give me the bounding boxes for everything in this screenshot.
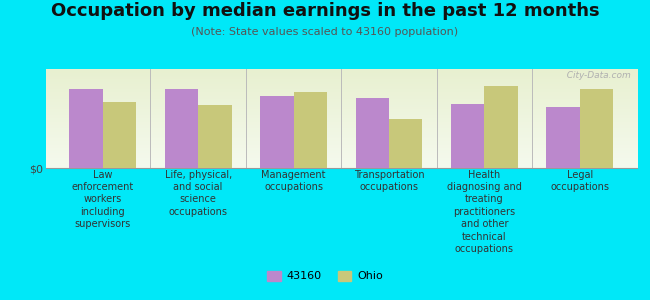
Bar — [164, 89, 198, 168]
Bar — [356, 98, 389, 168]
Text: City-Data.com: City-Data.com — [562, 71, 631, 80]
Text: Occupation by median earnings in the past 12 months: Occupation by median earnings in the pas… — [51, 2, 599, 20]
Text: Transportation
occupations: Transportation occupations — [354, 169, 424, 192]
Text: Life, physical,
and social
science
occupations: Life, physical, and social science occup… — [164, 169, 232, 217]
Text: Legal
occupations: Legal occupations — [551, 169, 609, 192]
Text: Health
diagnosing and
treating
practitioners
and other
technical
occupations: Health diagnosing and treating practitio… — [447, 169, 522, 254]
Bar — [547, 107, 580, 168]
Bar — [260, 96, 294, 168]
Legend: 43160, Ohio: 43160, Ohio — [263, 266, 387, 286]
Bar — [198, 105, 231, 168]
Bar — [580, 89, 613, 168]
Text: Law
enforcement
workers
including
supervisors: Law enforcement workers including superv… — [72, 169, 134, 229]
Bar — [389, 119, 422, 168]
Text: Management
occupations: Management occupations — [261, 169, 326, 192]
Bar — [451, 104, 484, 168]
Text: (Note: State values scaled to 43160 population): (Note: State values scaled to 43160 popu… — [192, 27, 458, 37]
Bar — [70, 89, 103, 168]
Bar — [294, 92, 327, 168]
Bar — [484, 86, 518, 168]
Bar — [103, 102, 136, 168]
